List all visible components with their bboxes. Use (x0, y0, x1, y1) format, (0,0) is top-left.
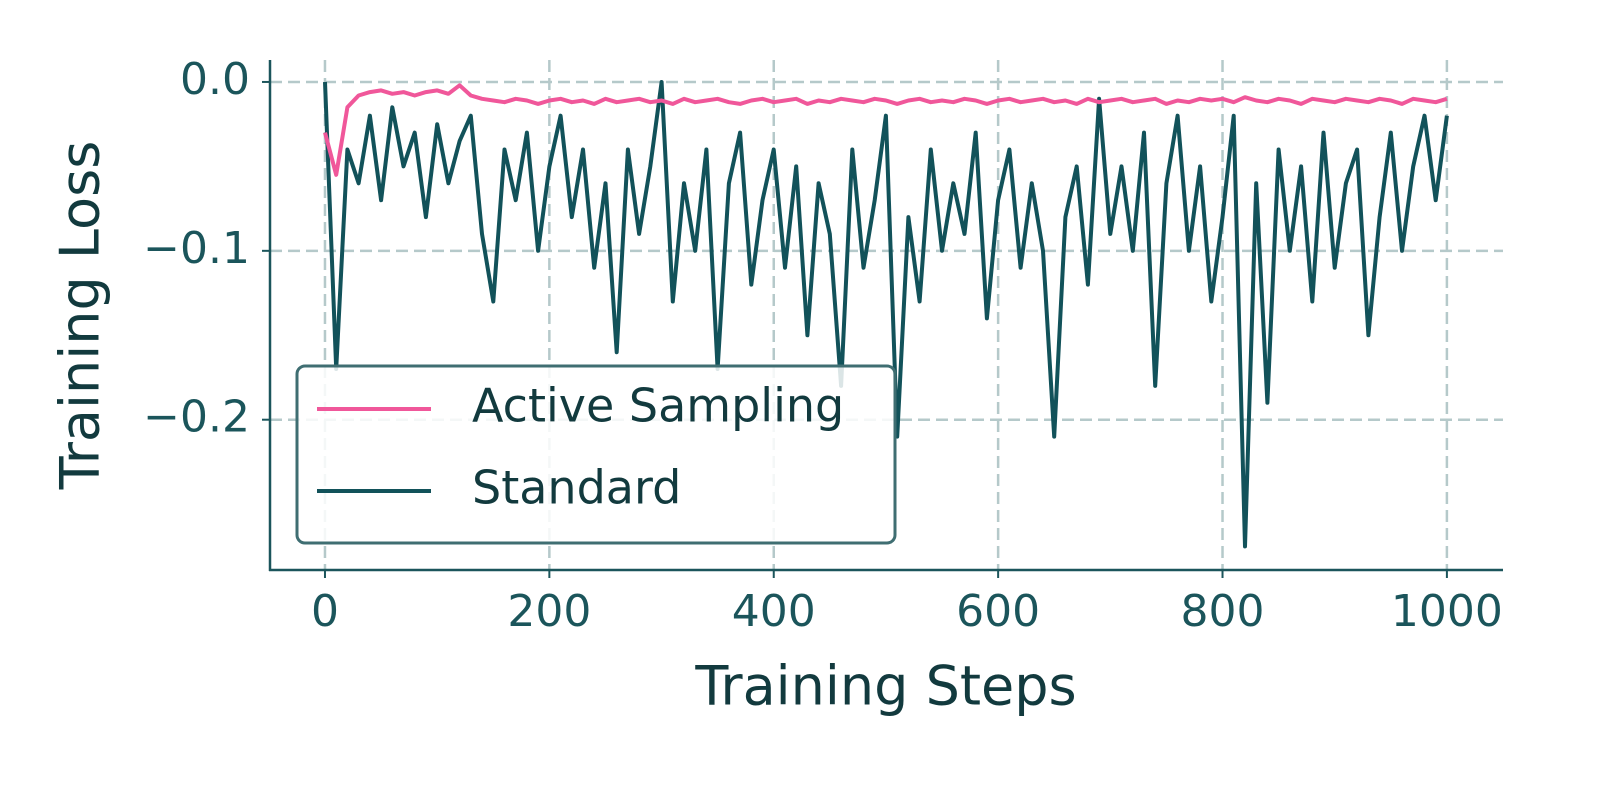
legend: Active Sampling Standard (295, 364, 897, 545)
y-tick-label: −0.1 (143, 223, 250, 274)
plot-area (323, 80, 1449, 549)
legend-label: Active Sampling (472, 379, 844, 433)
x-tick-label: 400 (732, 586, 816, 637)
y-tick-label: 0.0 (180, 54, 250, 105)
x-axis-label: Training Steps (694, 655, 1076, 718)
line-series (323, 80, 1449, 549)
legend-label: Standard (472, 461, 681, 515)
y-axis-label: Training Loss (49, 141, 112, 491)
x-tick-label: 200 (507, 586, 591, 637)
x-tick-label: 800 (1181, 586, 1265, 637)
line-series (323, 83, 1448, 177)
x-tick-label: 1000 (1391, 586, 1503, 637)
x-tick-label: 600 (956, 586, 1040, 637)
legend-box (295, 364, 897, 545)
x-tick-label: 0 (311, 586, 339, 637)
y-tick-label: −0.2 (143, 392, 250, 443)
